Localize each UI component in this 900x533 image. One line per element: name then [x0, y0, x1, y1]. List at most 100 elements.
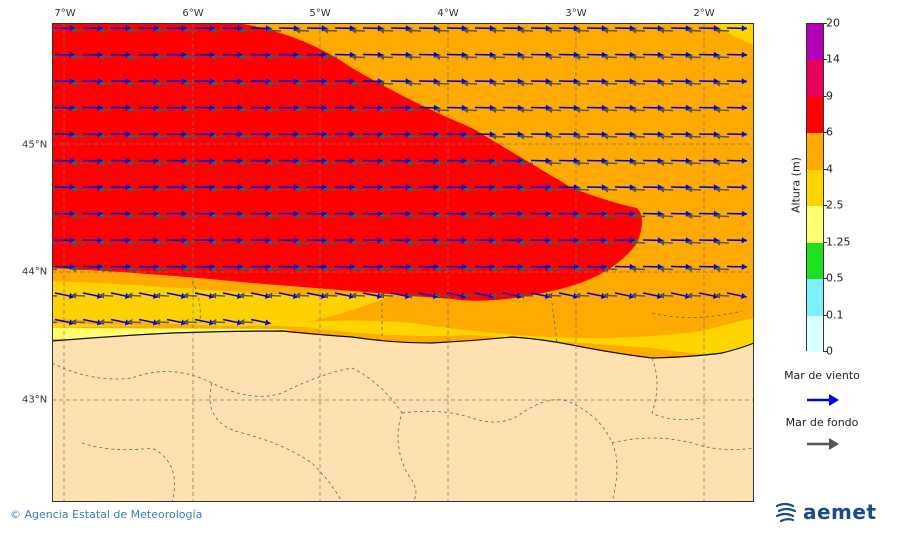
- wave-arrow-head: [407, 106, 413, 114]
- colorbar-title: Altura (m): [789, 157, 803, 213]
- wave-arrow-head: [407, 27, 413, 34]
- wave-arrow-head: [183, 159, 189, 167]
- wave-arrow-head: [519, 186, 525, 193]
- colorbar-tick-label: 14: [826, 52, 840, 66]
- lon-label-2w: 2°W: [693, 8, 715, 19]
- wave-arrow-head: [659, 265, 665, 273]
- wave-arrow-head: [71, 159, 77, 167]
- wave-arrow-head: [631, 212, 637, 220]
- wave-arrow-head: [379, 212, 385, 220]
- wave-arrow: [52, 189, 58, 191]
- wave-arrow-head: [547, 27, 553, 34]
- wave-arrow-head: [435, 186, 441, 193]
- wave-arrow-head: [575, 265, 581, 273]
- colorbar-tick-mark: [823, 205, 827, 207]
- wave-arrow-head: [659, 106, 665, 114]
- wave-arrow-head: [295, 186, 301, 193]
- wave-arrow: [52, 321, 58, 324]
- colorbar-tick-mark: [823, 59, 827, 61]
- wave-arrow-head: [211, 27, 217, 34]
- wave-arrow-head: [239, 133, 245, 140]
- wave-arrow-head: [715, 292, 721, 299]
- wave-arrow-head: [687, 80, 693, 87]
- wave-arrow-head: [603, 80, 609, 87]
- wave-arrow-head: [71, 53, 77, 61]
- wave-arrow-head: [267, 265, 273, 273]
- wave-arrow-head: [547, 133, 553, 140]
- wave-arrow-head: [155, 186, 161, 193]
- colorbar-segment: [807, 24, 823, 61]
- wave-arrow-head: [183, 292, 189, 299]
- wave-arrow-head: [687, 53, 693, 61]
- wave-arrow-head: [267, 133, 273, 140]
- wave-arrow-head: [687, 159, 693, 167]
- wave-arrow-head: [463, 106, 469, 114]
- wave-arrow-head: [155, 292, 161, 299]
- wave-arrow-head: [519, 292, 525, 299]
- wave-arrow-head: [463, 133, 469, 140]
- wave-arrow-head: [519, 27, 525, 34]
- wave-arrow-head: [631, 133, 637, 140]
- wave-arrow-head: [575, 239, 581, 246]
- colorbar-tick-mark: [823, 314, 827, 316]
- wave-arrow-head: [99, 265, 105, 273]
- wave-arrow-head: [239, 53, 245, 61]
- wave-arrow-head: [71, 27, 77, 34]
- wave-arrow-head: [183, 318, 189, 326]
- wave-arrow-head: [631, 186, 637, 193]
- wave-arrow-head: [547, 292, 553, 299]
- swell-legend-label: Mar de fondo: [785, 416, 859, 429]
- wave-arrow-head: [155, 265, 161, 273]
- province-borders: [52, 280, 754, 502]
- lon-label-4w: 4°W: [437, 8, 459, 19]
- aemet-logo-text: aemet: [803, 500, 877, 524]
- wave-arrow-head: [575, 159, 581, 167]
- wave-arrow-head: [239, 212, 245, 220]
- wave-arrow-head: [575, 133, 581, 140]
- wave-arrow-head: [547, 80, 553, 87]
- wave-arrow-head: [351, 239, 357, 246]
- wave-arrow-head: [379, 186, 385, 193]
- wave-arrow-head: [127, 239, 133, 246]
- wave-arrow-head: [267, 27, 273, 34]
- map-canvas: [52, 23, 754, 502]
- wave-arrow-head: [295, 159, 301, 167]
- wave-arrow-head: [127, 133, 133, 140]
- wave-arrow-head: [99, 27, 105, 34]
- wave-arrow-head: [295, 133, 301, 140]
- wave-arrow: [52, 30, 58, 32]
- wave-arrow: [52, 109, 58, 112]
- wave-arrow-head: [239, 239, 245, 246]
- wave-arrow-head: [379, 239, 385, 246]
- wave-arrow-head: [491, 186, 497, 193]
- wave-arrow-head: [211, 159, 217, 167]
- wave-arrow-head: [295, 265, 301, 273]
- wave-arrow-head: [603, 239, 609, 246]
- colorbar-tick-label: 0.5: [826, 271, 844, 285]
- wave-arrow-head: [295, 212, 301, 220]
- wave-arrow-head: [351, 212, 357, 220]
- wave-arrow-head: [351, 53, 357, 61]
- wave-arrow-head: [575, 53, 581, 61]
- wave-arrow-head: [379, 80, 385, 87]
- wave-arrow-head: [603, 186, 609, 193]
- wave-arrow-head: [687, 239, 693, 246]
- wave-arrow-head: [99, 53, 105, 61]
- wave-arrow-head: [323, 133, 329, 140]
- wave-arrow: [52, 268, 58, 271]
- wave-arrow-head: [547, 53, 553, 61]
- wave-arrow-head: [715, 265, 721, 273]
- wave-arrow-head: [631, 80, 637, 87]
- wave-arrow-head: [435, 292, 441, 299]
- wave-arrow-head: [631, 106, 637, 114]
- lon-label-3w: 3°W: [565, 8, 587, 19]
- wave-arrow-head: [155, 133, 161, 140]
- wave-arrow-head: [155, 159, 161, 167]
- wave-arrow-head: [183, 186, 189, 193]
- wave-arrow-head: [295, 239, 301, 246]
- wave-arrow-head: [463, 80, 469, 87]
- wave-arrow-head: [631, 159, 637, 167]
- wave-arrow-head: [379, 106, 385, 114]
- copyright-text: © Agencia Estatal de Meteorología: [10, 508, 203, 521]
- wave-arrow-head: [631, 53, 637, 61]
